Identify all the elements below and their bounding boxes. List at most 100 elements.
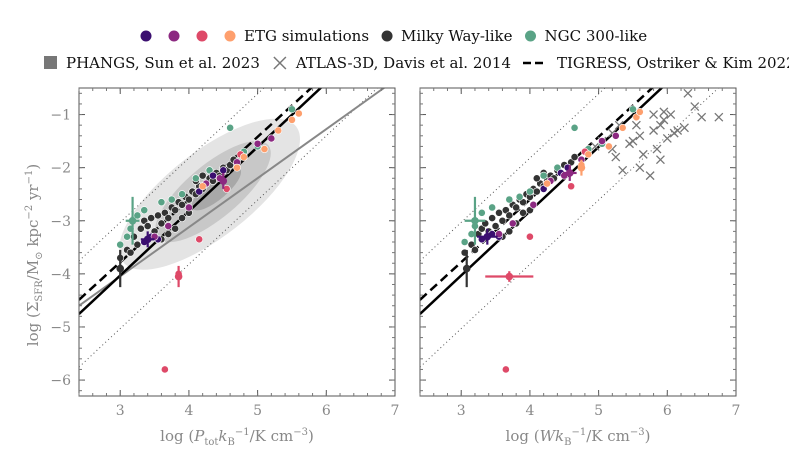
data-point-etg-simulations [294, 109, 303, 118]
data-point-purple [185, 203, 193, 212]
data-point-etg-simulations [274, 126, 283, 135]
y-tick-label: −5 [50, 320, 71, 336]
data-point-ngc-300-like [191, 174, 200, 183]
errorbar [140, 231, 155, 248]
legend-label-4: Milky Way-like [401, 27, 513, 45]
data-point-purple [267, 134, 276, 143]
atlas3d-point [628, 136, 638, 146]
data-point-ngc-300-like [477, 208, 486, 217]
data-point-ngc-300-like [526, 187, 534, 196]
errorbar [577, 159, 586, 176]
data-point-purple [529, 200, 538, 209]
atlas3d-point [659, 107, 669, 117]
legend: ETG simulations Milky Way-like NGC 300-lik… [44, 27, 789, 72]
data-point-ngc-300-like [157, 198, 166, 207]
data-point-milky-way-like [171, 206, 180, 215]
data-point-milky-way-like [185, 195, 193, 204]
data-point-milky-way-like [133, 240, 142, 249]
data-point-milky-way-like [532, 187, 541, 196]
atlas3d-point [690, 102, 700, 112]
x-tick-label: 3 [116, 403, 125, 419]
atlas3d-point [611, 152, 621, 162]
atlas3d-point [649, 126, 659, 135]
atlas3d-point [655, 155, 665, 165]
dotted-scatter-line-1 [420, 88, 720, 368]
plot-area [79, 88, 386, 374]
data-point-ngc-300-like [539, 171, 548, 180]
data-point-ngc-300-like [570, 123, 579, 132]
data-point-ngc-300-like [460, 238, 469, 246]
data-point-milky-way-like [171, 224, 180, 233]
atlas3d-point [649, 110, 659, 120]
data-point-etg-simulations [543, 179, 551, 188]
data-point-milky-way-like [164, 214, 173, 223]
data-point-red [567, 182, 576, 191]
data-point-milky-way-like [519, 208, 527, 217]
data-point-milky-way-like [130, 232, 138, 241]
atlas3d-point [697, 112, 707, 122]
data-point-milky-way-like [198, 171, 207, 180]
plot-area [420, 88, 724, 374]
x-tick-label: 5 [594, 403, 603, 419]
data-point-milky-way-like [157, 219, 166, 228]
data-point-ngc-300-like [167, 195, 176, 204]
data-point-ngc-300-like [140, 206, 149, 215]
data-point-milky-way-like [178, 214, 186, 223]
legend-label-row2-2: TIGRESS, Ostriker & Kim 2022 [557, 54, 789, 72]
x-tick-label: 4 [184, 403, 193, 419]
atlas3d-point [635, 163, 645, 173]
data-point-purple-dark [219, 166, 228, 175]
data-point-ngc-300-like [226, 123, 235, 132]
data-point-milky-way-like [498, 216, 507, 225]
x-tick-label: 3 [457, 403, 466, 419]
atlas3d-point [645, 171, 655, 181]
atlas3d-point [655, 120, 665, 130]
data-point-ngc-300-like [515, 192, 524, 201]
errorbar [562, 165, 577, 181]
data-point-ngc-300-like [123, 232, 131, 241]
legend-marker-1 [168, 30, 180, 42]
x-tick-label: 6 [663, 403, 672, 419]
atlas3d-point [618, 165, 628, 175]
data-point-ngc-300-like [116, 240, 125, 249]
legend-label-3: ETG simulations [244, 27, 369, 45]
errorbar [174, 265, 183, 288]
data-point-red [526, 232, 534, 241]
atlas3d-point [652, 144, 662, 154]
errorbar [477, 228, 498, 245]
data-point-ngc-300-like [505, 195, 514, 204]
data-point-etg-simulations [635, 107, 644, 116]
data-point-purple [611, 131, 620, 140]
legend-label-row2-0: PHANGS, Sun et al. 2023 [66, 54, 260, 72]
data-point-red [195, 235, 204, 244]
data-point-red [501, 365, 510, 374]
data-point-etg-simulations [233, 163, 241, 172]
data-point-ngc-300-like [488, 203, 497, 212]
x-tick-label: 7 [732, 403, 741, 419]
atlas3d-point [714, 112, 724, 122]
legend-marker-2 [196, 30, 208, 42]
legend-label-5: NGC 300-like [545, 27, 648, 45]
errorbar [485, 271, 534, 282]
atlas3d-point [631, 120, 641, 130]
data-point-milky-way-like [505, 211, 514, 220]
data-point-milky-way-like [570, 153, 579, 161]
data-point-milky-way-like [164, 230, 173, 238]
y-axis-label: log (ΣSFR/M⊙ kpc−2 yr−1) [24, 164, 45, 346]
legend-marker-0 [140, 30, 152, 42]
errorbar [219, 172, 228, 189]
legend-marker-3 [224, 30, 236, 42]
data-point-purple [164, 222, 173, 230]
data-point-milky-way-like [505, 227, 514, 236]
panel-right: 3 4 5 6 7 log (WkB−1/K cm−3) [419, 87, 741, 448]
data-point-milky-way-like [136, 224, 145, 233]
atlas3d-point [666, 110, 676, 120]
atlas3d-point [673, 126, 683, 135]
data-point-etg-simulations [618, 123, 627, 132]
x-tick-label: 6 [322, 403, 331, 419]
x-axis-label: log (PtotkB−1/K cm−3) [160, 427, 314, 448]
data-point-purple [598, 137, 606, 146]
atlas3d-point [659, 115, 669, 125]
data-point-ngc-300-like [288, 105, 296, 114]
